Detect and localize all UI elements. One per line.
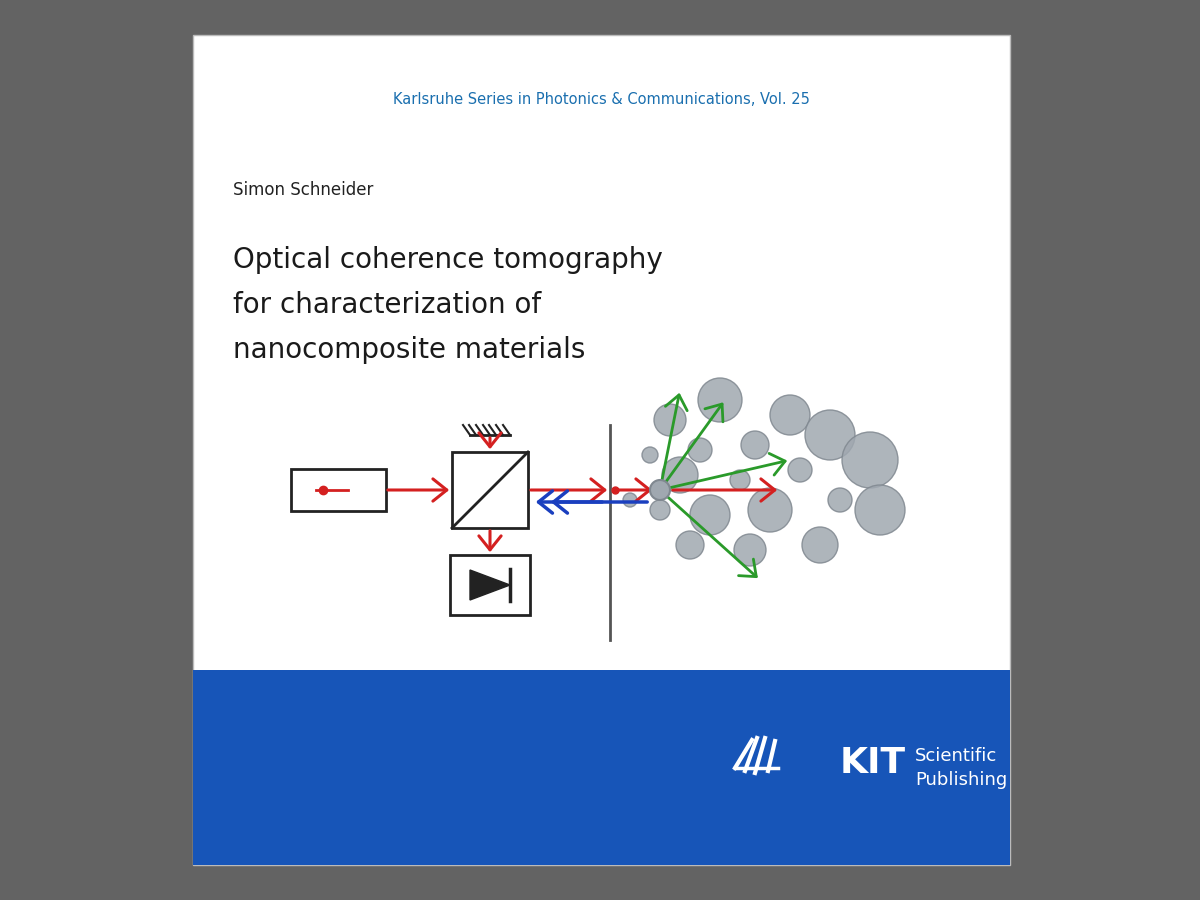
Circle shape	[730, 470, 750, 490]
Bar	[450, 555, 530, 615]
Circle shape	[788, 458, 812, 482]
Circle shape	[802, 527, 838, 563]
Polygon shape	[470, 570, 510, 600]
Circle shape	[623, 493, 637, 507]
Text: nanocomposite materials: nanocomposite materials	[233, 336, 586, 364]
Circle shape	[688, 438, 712, 462]
Bar	[452, 452, 528, 528]
Text: Optical coherence tomography: Optical coherence tomography	[233, 246, 662, 274]
Circle shape	[842, 432, 898, 488]
Circle shape	[770, 395, 810, 435]
Bar	[292, 469, 386, 511]
Text: for characterization of: for characterization of	[233, 291, 541, 319]
Circle shape	[662, 457, 698, 493]
Circle shape	[650, 480, 670, 500]
Circle shape	[698, 378, 742, 422]
Circle shape	[650, 500, 670, 520]
Circle shape	[854, 485, 905, 535]
Text: Publishing: Publishing	[916, 771, 1007, 789]
Circle shape	[805, 410, 854, 460]
Circle shape	[828, 488, 852, 512]
Bar	[193, 35, 1010, 865]
Circle shape	[676, 531, 704, 559]
Text: Scientific: Scientific	[916, 747, 997, 765]
Text: KIT: KIT	[840, 746, 906, 780]
Circle shape	[742, 431, 769, 459]
Circle shape	[642, 447, 658, 463]
Text: Simon Schneider: Simon Schneider	[233, 181, 373, 199]
Circle shape	[654, 404, 686, 436]
Circle shape	[748, 488, 792, 532]
Bar	[193, 670, 1010, 865]
Text: Karlsruhe Series in Photonics & Communications, Vol. 25: Karlsruhe Series in Photonics & Communic…	[394, 93, 810, 107]
Circle shape	[690, 495, 730, 535]
Circle shape	[734, 534, 766, 566]
